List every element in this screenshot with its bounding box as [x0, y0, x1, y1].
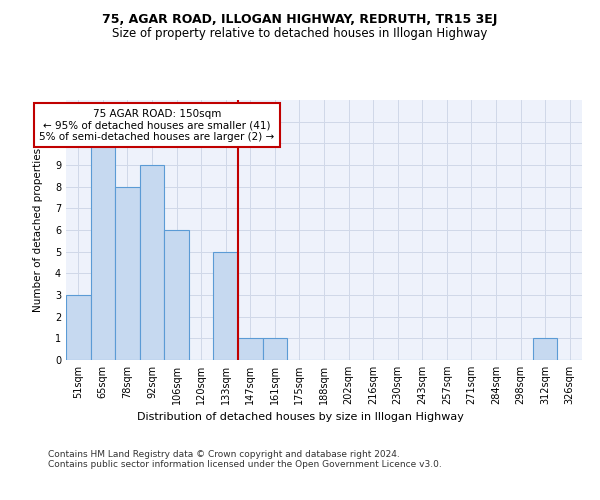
Text: 75 AGAR ROAD: 150sqm
← 95% of detached houses are smaller (41)
5% of semi-detach: 75 AGAR ROAD: 150sqm ← 95% of detached h…	[39, 108, 275, 142]
Bar	[533, 338, 557, 360]
Bar	[238, 338, 263, 360]
Text: Contains HM Land Registry data © Crown copyright and database right 2024.
Contai: Contains HM Land Registry data © Crown c…	[48, 450, 442, 469]
Text: Size of property relative to detached houses in Illogan Highway: Size of property relative to detached ho…	[112, 28, 488, 40]
Bar	[263, 338, 287, 360]
Bar	[66, 295, 91, 360]
Text: 75, AGAR ROAD, ILLOGAN HIGHWAY, REDRUTH, TR15 3EJ: 75, AGAR ROAD, ILLOGAN HIGHWAY, REDRUTH,…	[103, 12, 497, 26]
Text: Distribution of detached houses by size in Illogan Highway: Distribution of detached houses by size …	[137, 412, 463, 422]
Bar	[214, 252, 238, 360]
Bar	[140, 165, 164, 360]
Y-axis label: Number of detached properties: Number of detached properties	[34, 148, 43, 312]
Bar	[91, 144, 115, 360]
Bar	[115, 186, 140, 360]
Bar	[164, 230, 189, 360]
